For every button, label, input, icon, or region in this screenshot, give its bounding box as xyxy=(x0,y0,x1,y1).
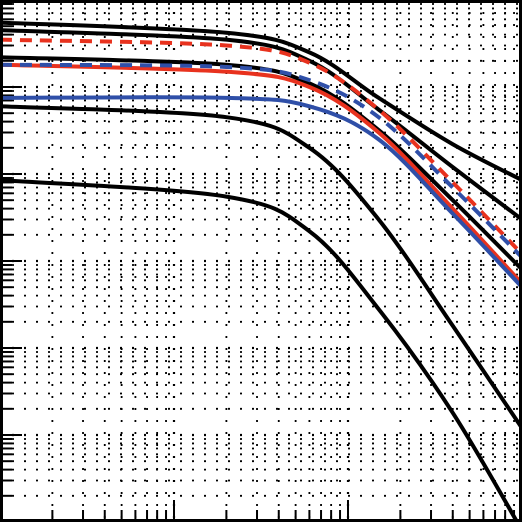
series-line-8 xyxy=(0,62,522,259)
series-line-6 xyxy=(0,37,522,256)
series-line-4 xyxy=(0,104,522,430)
series-line-7 xyxy=(0,62,522,285)
series-lines xyxy=(0,20,522,522)
series-line-1 xyxy=(0,20,522,182)
series-line-5 xyxy=(0,178,520,522)
series-line-9 xyxy=(0,95,522,289)
series-line-3 xyxy=(0,55,522,271)
